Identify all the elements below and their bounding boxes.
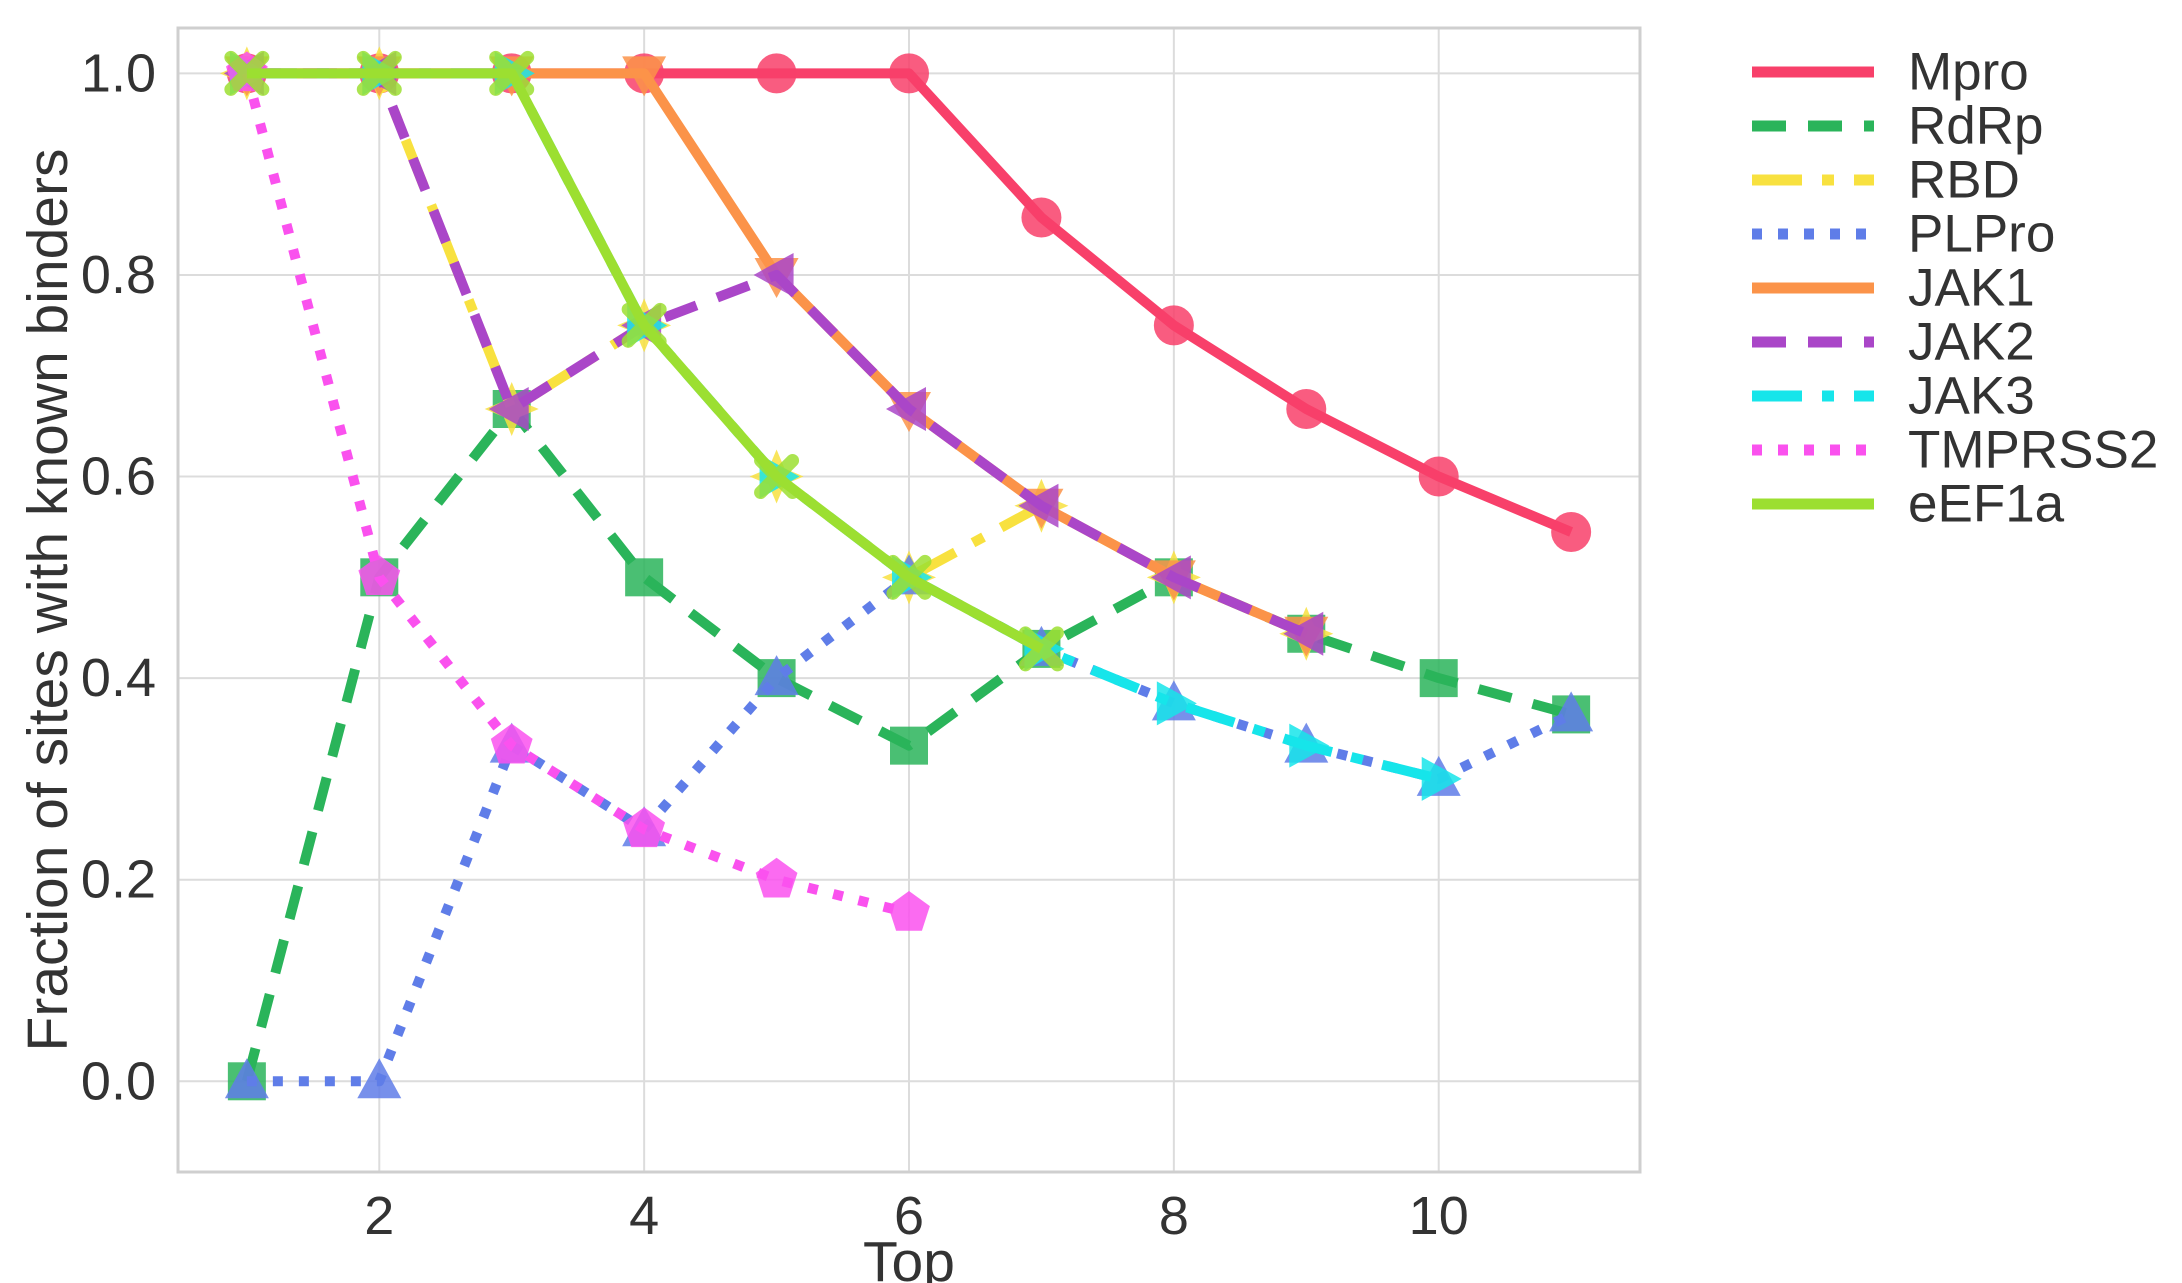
x-tick-labels: 2 4 6 8 10: [364, 1186, 1468, 1246]
legend-label: eEF1a: [1908, 475, 2065, 534]
triangle-left-marker: [488, 386, 529, 431]
series-line-JAK1: [246, 68, 1309, 639]
y-tick-label: 0.4: [81, 648, 156, 708]
legend-label: RdRp: [1908, 97, 2044, 156]
y-tick-labels: 0.0 0.2 0.4 0.6 0.8 1.0: [81, 43, 156, 1111]
legend-label: PLPro: [1908, 205, 2055, 264]
square-marker: [625, 558, 664, 597]
legend-row-RdRp: RdRp: [1752, 97, 2044, 156]
triangle-left-marker: [1150, 555, 1191, 600]
x-tick-label: 2: [364, 1186, 394, 1246]
legend-row-Mpro: Mpro: [1752, 43, 2029, 102]
circle-marker: [1418, 456, 1459, 497]
pentagon-marker: [623, 807, 666, 848]
triangle-up-marker: [224, 1058, 269, 1099]
legend-label: Mpro: [1908, 43, 2029, 102]
series-eEF1a: [224, 50, 1064, 672]
square-marker: [1419, 659, 1458, 698]
pentagon-marker: [358, 555, 401, 596]
pentagon-marker: [490, 723, 533, 764]
x-axis-label: Top: [863, 1230, 955, 1283]
legend-row-PLPro: PLPro: [1752, 205, 2055, 264]
circle-marker: [1153, 305, 1194, 346]
y-tick-label: 0.2: [81, 850, 156, 910]
triangle-left-marker: [886, 386, 926, 431]
circle-marker: [1551, 511, 1592, 552]
legend-label: RBD: [1908, 151, 2020, 210]
x-tick-label: 8: [1159, 1186, 1189, 1246]
y-tick-label: 0.0: [81, 1051, 156, 1111]
triangle-right-marker: [1289, 723, 1330, 768]
x-marker: [356, 50, 402, 96]
plot-border: [176, 26, 1642, 1174]
legend-row-JAK2: JAK2: [1752, 313, 2035, 372]
circle-marker: [756, 53, 797, 94]
y-tick-label: 0.8: [81, 245, 156, 305]
legend-row-TMPRSS2: TMPRSS2: [1752, 421, 2158, 480]
triangle-left-marker: [1283, 611, 1324, 656]
square-marker: [890, 726, 928, 765]
y-axis-label: Fraction of sites with known binders: [16, 149, 80, 1052]
legend-label: JAK2: [1908, 313, 2035, 372]
triangle-down-marker: [622, 56, 667, 97]
triangle-right-marker: [1421, 756, 1462, 801]
legend-row-RBD: RBD: [1752, 151, 2020, 210]
y-tick-label: 0.6: [81, 447, 156, 507]
triangle-right-marker: [1156, 681, 1197, 726]
x-tick-label: 4: [629, 1186, 659, 1246]
legend-label: JAK3: [1908, 367, 2035, 426]
legend-row-eEF1a: eEF1a: [1752, 475, 2065, 534]
triangle-up-marker: [357, 1058, 402, 1099]
triangle-up-marker: [754, 655, 799, 696]
circle-marker: [1021, 197, 1062, 238]
circle-marker: [1286, 388, 1327, 429]
x-marker: [621, 302, 667, 348]
x-marker: [886, 554, 932, 600]
pentagon-marker: [888, 890, 930, 931]
triangle-up-marker: [1549, 691, 1594, 732]
series-line-TMPRSS2: [242, 72, 911, 918]
triangle-left-marker: [753, 252, 794, 297]
x-marker: [754, 454, 800, 500]
legend-row-JAK1: JAK1: [1752, 259, 2035, 318]
series-lines: [219, 46, 1594, 1101]
x-marker: [1018, 626, 1064, 672]
x-tick-label: 6: [894, 1186, 924, 1246]
series-line-JAK2: [246, 68, 1309, 639]
y-tick-label: 1.0: [81, 43, 156, 103]
pentagon-marker: [755, 857, 798, 898]
triangle-left-marker: [1018, 483, 1059, 528]
legend-row-JAK3: JAK3: [1752, 367, 2035, 426]
legend-label: TMPRSS2: [1908, 421, 2158, 480]
x-marker: [489, 50, 535, 96]
x-marker: [224, 50, 270, 96]
series-line-RBD: [246, 68, 1309, 639]
legend-label: JAK1: [1908, 259, 2035, 318]
circle-marker: [889, 53, 929, 94]
x-tick-label: 10: [1409, 1186, 1469, 1246]
